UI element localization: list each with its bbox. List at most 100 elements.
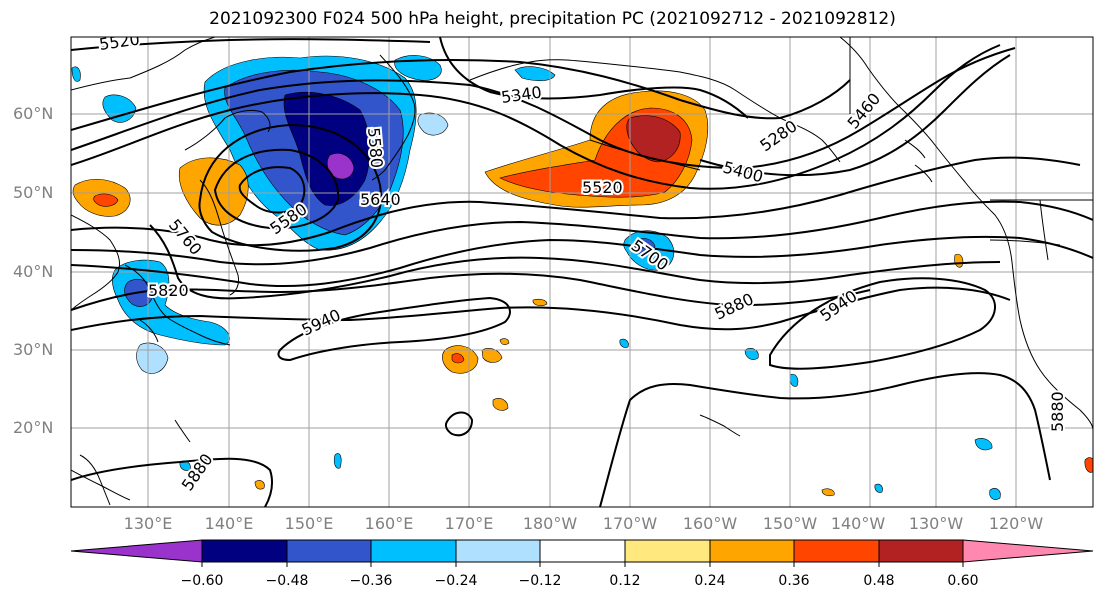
map-title: 2021092300 F024 500 hPa height, precipit… [209, 9, 896, 29]
colorbar-extend-min [70, 539, 203, 563]
lon-label: 160°W [682, 514, 738, 533]
lat-label: 40°N [13, 262, 54, 281]
coastlines [71, 37, 1093, 501]
precip-positive-cell-7 [254, 480, 265, 490]
contour-5400 [71, 47, 1016, 170]
lat-label: 30°N [13, 340, 54, 359]
colorbar-bin [624, 539, 711, 563]
colorbar-tick-label: −0.60 [180, 573, 224, 589]
contour-5700 [71, 235, 1093, 288]
contour-low-outer [198, 123, 382, 252]
precip-positive-cell-2 [481, 348, 503, 363]
contour-5280 [71, 59, 851, 131]
colorbar-bin [793, 539, 880, 563]
contour-5820 [71, 272, 871, 311]
precip-positive-cell-9 [499, 338, 510, 345]
colorbar-bin [455, 539, 541, 563]
precip-negative-cell-4 [333, 453, 342, 469]
colorbar-bin [539, 539, 626, 563]
lon-label: 130°E [123, 514, 173, 533]
colorbar-tick-label: 0.60 [947, 573, 979, 589]
colorbar-bin [709, 539, 795, 563]
contour-low-mid [213, 148, 340, 230]
precip-negative-cell-3 [989, 488, 1001, 500]
precip-positive-far-west-core [93, 193, 119, 207]
lat-label: 20°N [13, 418, 54, 437]
lon-label: 140°E [204, 514, 254, 533]
colorbar-tick-label: 0.24 [694, 573, 726, 589]
islands [79, 414, 741, 506]
lon-label: 140°W [830, 514, 886, 533]
contour-5580 [71, 156, 1081, 247]
contour-5640 [71, 200, 1093, 266]
contour-label: 5580 [364, 127, 386, 169]
colorbar-bin [201, 539, 288, 563]
contour-5460 [699, 54, 1011, 177]
colorbar-extend-max [962, 539, 1094, 563]
lon-label: 160°E [364, 514, 414, 533]
contour-5880-south [71, 457, 274, 507]
lon-label: 180°W [522, 514, 578, 533]
contour-low-inner [238, 166, 306, 214]
colorbar-tick-label: 0.48 [863, 573, 895, 589]
lon-label: 120°W [988, 514, 1044, 533]
precip-negative-japan-light [136, 342, 169, 374]
height-contours [71, 37, 1093, 507]
contour-5520-nw [71, 38, 431, 51]
precip-negative-cell-6 [102, 94, 137, 123]
lon-label: 170°W [602, 514, 658, 533]
colorbar-bin [370, 539, 457, 563]
lon-label: 150°E [284, 514, 334, 533]
contour-label: 5820 [148, 281, 189, 300]
contour-5520-main [71, 44, 1001, 190]
contour-label: 5880 [1048, 391, 1067, 432]
precip-positive-cell-6 [821, 488, 835, 497]
precip-positive-cell-4 [532, 298, 548, 307]
precip-negative-cell-1 [744, 348, 759, 360]
coast-borders [849, 37, 1093, 261]
lon-label: 150°W [762, 514, 818, 533]
coast-na-west [839, 37, 1093, 431]
island-west-2 [174, 419, 191, 443]
contour-5880-main [71, 286, 1011, 331]
colorbar-bin [286, 539, 372, 563]
precip-negative-max [326, 152, 355, 180]
coast-east-asia-south [71, 469, 131, 501]
precip-negative-cell-10 [874, 483, 883, 493]
precip-negative-cell-7 [71, 66, 81, 82]
colorbar-tick-label: −0.24 [434, 573, 478, 589]
lat-label: 60°N [13, 104, 54, 123]
lon-label: 170°E [444, 514, 494, 533]
precip-negative-cell-8 [514, 66, 556, 81]
lat-label: 50°N [13, 183, 54, 202]
island-hawaii [699, 414, 741, 437]
colorbar-bin [878, 539, 964, 563]
coast-asia [71, 37, 271, 311]
island-west-1 [79, 454, 111, 506]
contour-5880-subtropical [599, 372, 1051, 507]
colorbar [70, 539, 1094, 567]
contour-5760 [149, 224, 1001, 300]
precip-negative-cell-11 [619, 338, 629, 348]
coast-kamchatka [371, 54, 416, 181]
map-frame [70, 36, 1094, 508]
precip-positive-east-dark [626, 115, 681, 163]
colorbar-tick-label: 0.12 [609, 573, 641, 589]
precip-positive-cell-8 [1084, 457, 1093, 473]
colorbar-tick-label: 0.36 [778, 573, 810, 589]
contour-5940-east [769, 277, 996, 370]
colorbar-tick-label: −0.36 [349, 573, 393, 589]
colorbar-tick-label: −0.12 [518, 573, 562, 589]
contour-label: 5520 [582, 178, 623, 197]
coast-japan [124, 264, 231, 346]
precip-negative-cell-2 [974, 438, 993, 451]
precip-positive-cell-1-core [451, 353, 465, 364]
contour-5940-west [277, 296, 511, 362]
colorbar-tick-label: −0.48 [265, 573, 309, 589]
contour-label: 5640 [360, 190, 401, 209]
contour-5880-small [444, 411, 474, 437]
contour-5340 [439, 37, 749, 119]
lon-label: 130°W [908, 514, 964, 533]
precip-positive-cell-3 [492, 398, 509, 411]
